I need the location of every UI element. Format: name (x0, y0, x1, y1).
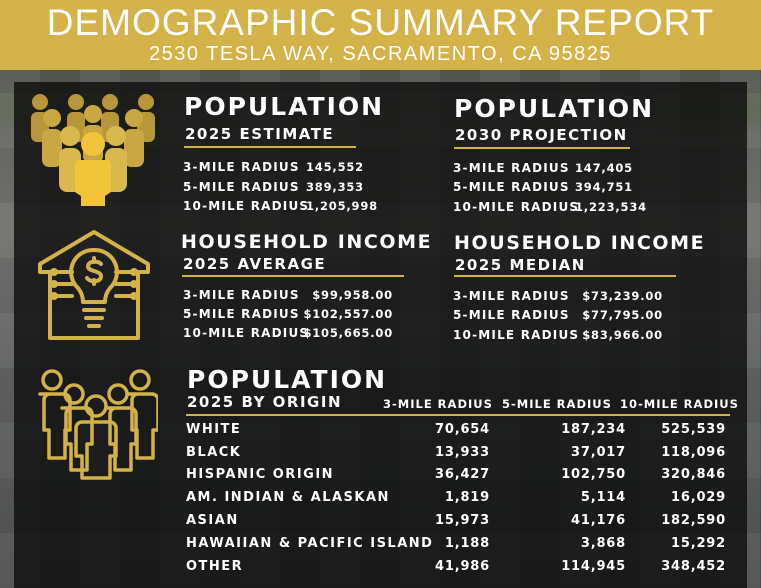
income-median-subtitle: 2025 MEDIAN (455, 256, 586, 274)
origin-row-value: 102,750 (561, 467, 626, 482)
origin-col-3mile: 3-MILE RADIUS (383, 397, 493, 411)
income-median-divider (454, 275, 676, 277)
income-average-subtitle: 2025 AVERAGE (183, 255, 327, 273)
origin-row-label: HISPANIC ORIGIN (186, 467, 335, 482)
report-title: DEMOGRAPHIC SUMMARY REPORT (46, 2, 715, 43)
origin-row-value: 13,933 (435, 445, 490, 460)
origin-row-value: 41,986 (435, 559, 490, 574)
origin-divider (186, 414, 730, 416)
population-2025-subtitle: 2025 ESTIMATE (185, 125, 335, 143)
income-median-row-label: 5-MILE RADIUS (453, 308, 570, 322)
population-2025-title: POPULATION (184, 92, 385, 121)
origin-row-label: BLACK (186, 445, 242, 460)
origin-row-value: 15,973 (435, 513, 490, 528)
pop2025-row-value: 145,552 (306, 160, 364, 174)
origin-row-value: 37,017 (571, 445, 626, 460)
pop2030-row-value: 1,223,534 (575, 200, 647, 214)
origin-row-label: HAWAIIAN & PACIFIC ISLAND (186, 536, 434, 551)
income-avg-row-value: $102,557.00 (303, 307, 393, 321)
origin-row-label: OTHER (186, 559, 244, 574)
origin-row-value: 41,176 (571, 513, 626, 528)
group-people-icon (38, 369, 158, 480)
origin-row-label: ASIAN (186, 513, 239, 528)
origin-subtitle: 2025 BY ORIGIN (187, 393, 342, 411)
income-median-row-label: 10-MILE RADIUS (453, 328, 580, 342)
origin-row-value: 348,452 (661, 559, 726, 574)
income-avg-row-label: 5-MILE RADIUS (183, 307, 300, 321)
origin-row-value: 1,188 (444, 536, 490, 551)
origin-row-value: 15,292 (671, 536, 726, 551)
pop2025-row-value: 389,353 (306, 180, 364, 194)
origin-row-value: 5,114 (580, 490, 626, 505)
pop2030-row-label: 3-MILE RADIUS (453, 161, 570, 175)
income-median-row-value: $83,966.00 (582, 328, 663, 342)
income-avg-row-label: 10-MILE RADIUS (183, 326, 310, 340)
income-median-row-value: $77,795.00 (582, 308, 663, 322)
pop2030-row-label: 10-MILE RADIUS (453, 200, 580, 214)
pop2025-row-value: 1,205,998 (306, 199, 378, 213)
pop2030-row-value: 394,751 (575, 180, 633, 194)
pop2025-row-label: 10-MILE RADIUS (183, 199, 310, 213)
origin-row-label: WHITE (186, 422, 242, 437)
origin-col-10mile: 10-MILE RADIUS (620, 397, 739, 411)
origin-col-5mile: 5-MILE RADIUS (502, 397, 612, 411)
pop2030-row-label: 5-MILE RADIUS (453, 180, 570, 194)
pop2025-row-label: 5-MILE RADIUS (183, 180, 300, 194)
income-median-row-value: $73,239.00 (582, 289, 663, 303)
income-avg-row-value: $105,665.00 (303, 326, 393, 340)
income-median-title: HOUSEHOLD INCOME (454, 232, 706, 254)
origin-row-value: 1,819 (444, 490, 490, 505)
origin-row-value: 16,029 (671, 490, 726, 505)
origin-row-value: 525,539 (661, 422, 726, 437)
report-header: DEMOGRAPHIC SUMMARY REPORT 2530 TESLA WA… (0, 0, 761, 70)
income-avg-row-label: 3-MILE RADIUS (183, 288, 300, 302)
population-2030-divider (454, 147, 630, 149)
population-2030-subtitle: 2030 PROJECTION (455, 126, 628, 144)
origin-title: POPULATION (187, 365, 388, 394)
income-median-row-label: 3-MILE RADIUS (453, 289, 570, 303)
house-lightbulb-dollar-icon (38, 230, 150, 340)
origin-row-value: 187,234 (561, 422, 626, 437)
origin-row-label: AM. INDIAN & ALASKAN (186, 490, 390, 505)
pop2025-row-label: 3-MILE RADIUS (183, 160, 300, 174)
origin-row-value: 182,590 (661, 513, 726, 528)
origin-row-value: 114,945 (561, 559, 626, 574)
population-2025-divider (184, 146, 356, 148)
population-2030-title: POPULATION (454, 94, 655, 123)
origin-row-value: 3,868 (580, 536, 626, 551)
income-average-title: HOUSEHOLD INCOME (181, 231, 433, 253)
origin-row-value: 118,096 (661, 445, 726, 460)
income-average-divider (182, 275, 404, 277)
origin-row-value: 320,846 (661, 467, 726, 482)
origin-row-value: 70,654 (435, 422, 490, 437)
origin-row-value: 36,427 (435, 467, 490, 482)
income-avg-row-value: $99,958.00 (312, 288, 393, 302)
pop2030-row-value: 147,405 (575, 161, 633, 175)
crowd-icon (31, 94, 155, 206)
report-address: 2530 TESLA WAY, SACRAMENTO, CA 95825 (148, 43, 613, 65)
